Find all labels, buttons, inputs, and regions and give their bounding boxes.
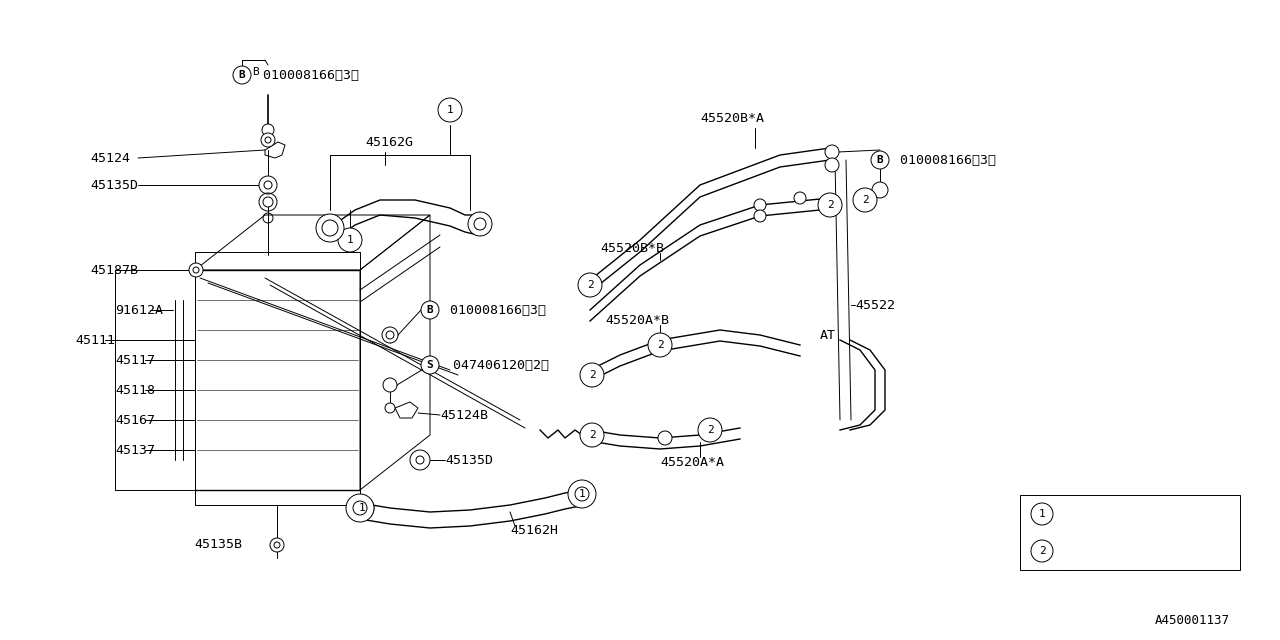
Text: 45111: 45111 [76, 333, 115, 346]
Text: 2: 2 [589, 430, 595, 440]
Text: 45118: 45118 [115, 383, 155, 397]
Circle shape [658, 431, 672, 445]
Circle shape [580, 423, 604, 447]
Text: 91612A: 91612A [115, 303, 163, 317]
Circle shape [698, 418, 722, 442]
Circle shape [261, 133, 275, 147]
Text: A450001137: A450001137 [1155, 614, 1230, 627]
Circle shape [316, 214, 344, 242]
Text: W170023: W170023 [1073, 545, 1125, 557]
Circle shape [259, 176, 276, 194]
Circle shape [568, 480, 596, 508]
Circle shape [1030, 503, 1053, 525]
Circle shape [270, 538, 284, 552]
Text: B: B [426, 305, 434, 315]
Text: 091748004(4): 091748004(4) [1073, 508, 1162, 520]
Text: 2: 2 [589, 370, 595, 380]
Circle shape [570, 482, 594, 506]
Text: S: S [426, 360, 434, 370]
Circle shape [1030, 540, 1053, 562]
FancyBboxPatch shape [1020, 495, 1240, 570]
Circle shape [338, 228, 362, 252]
Circle shape [262, 197, 273, 207]
Circle shape [383, 378, 397, 392]
Circle shape [189, 263, 204, 277]
Circle shape [794, 192, 806, 204]
Text: 45124: 45124 [90, 152, 131, 164]
Text: 010008166（3）: 010008166（3） [255, 68, 358, 81]
Circle shape [421, 301, 439, 319]
Circle shape [826, 158, 838, 172]
Text: 2: 2 [1038, 546, 1046, 556]
Text: 2: 2 [861, 195, 868, 205]
Text: 047406120（2）: 047406120（2） [445, 358, 549, 371]
Circle shape [870, 151, 890, 169]
Text: 010008166（3）: 010008166（3） [892, 154, 996, 166]
Circle shape [826, 145, 838, 159]
Text: 1: 1 [347, 235, 353, 245]
Circle shape [648, 333, 672, 357]
Circle shape [852, 188, 877, 212]
Text: B: B [877, 155, 883, 165]
Text: 1: 1 [358, 503, 365, 513]
Text: 45162G: 45162G [365, 136, 413, 148]
Circle shape [754, 199, 765, 211]
Circle shape [872, 182, 888, 198]
Text: 45520B*B: 45520B*B [600, 241, 664, 255]
Circle shape [818, 193, 842, 217]
Text: 010008166（3）: 010008166（3） [442, 303, 547, 317]
Circle shape [233, 66, 251, 84]
Circle shape [410, 450, 430, 470]
Text: 45162H: 45162H [509, 524, 558, 536]
Text: 45167: 45167 [115, 413, 155, 426]
Text: 45520A*B: 45520A*B [605, 314, 669, 326]
Text: 45187B: 45187B [90, 264, 138, 276]
Text: 1: 1 [579, 489, 585, 499]
Text: 45137: 45137 [115, 444, 155, 456]
Text: AT: AT [820, 328, 836, 342]
Text: B: B [238, 70, 246, 80]
Circle shape [579, 273, 602, 297]
Text: 1: 1 [1038, 509, 1046, 519]
Text: 45135D: 45135D [90, 179, 138, 191]
Circle shape [438, 98, 462, 122]
Text: 2: 2 [707, 425, 713, 435]
Text: B: B [252, 67, 259, 77]
Text: 45522: 45522 [855, 298, 895, 312]
Circle shape [381, 327, 398, 343]
Text: 1: 1 [447, 105, 453, 115]
Text: 45135D: 45135D [445, 454, 493, 467]
Circle shape [385, 403, 396, 413]
Text: 2: 2 [657, 340, 663, 350]
Text: 45124B: 45124B [440, 408, 488, 422]
Text: 45520A*A: 45520A*A [660, 456, 724, 468]
Text: 45520B*A: 45520B*A [700, 111, 764, 125]
Circle shape [346, 494, 374, 522]
Circle shape [421, 356, 439, 374]
Circle shape [580, 363, 604, 387]
Text: 45117: 45117 [115, 353, 155, 367]
Circle shape [754, 210, 765, 222]
Circle shape [262, 124, 274, 136]
Circle shape [349, 496, 374, 520]
Text: 2: 2 [827, 200, 833, 210]
Text: 45135B: 45135B [195, 538, 242, 552]
Text: 2: 2 [586, 280, 594, 290]
Circle shape [468, 212, 492, 236]
